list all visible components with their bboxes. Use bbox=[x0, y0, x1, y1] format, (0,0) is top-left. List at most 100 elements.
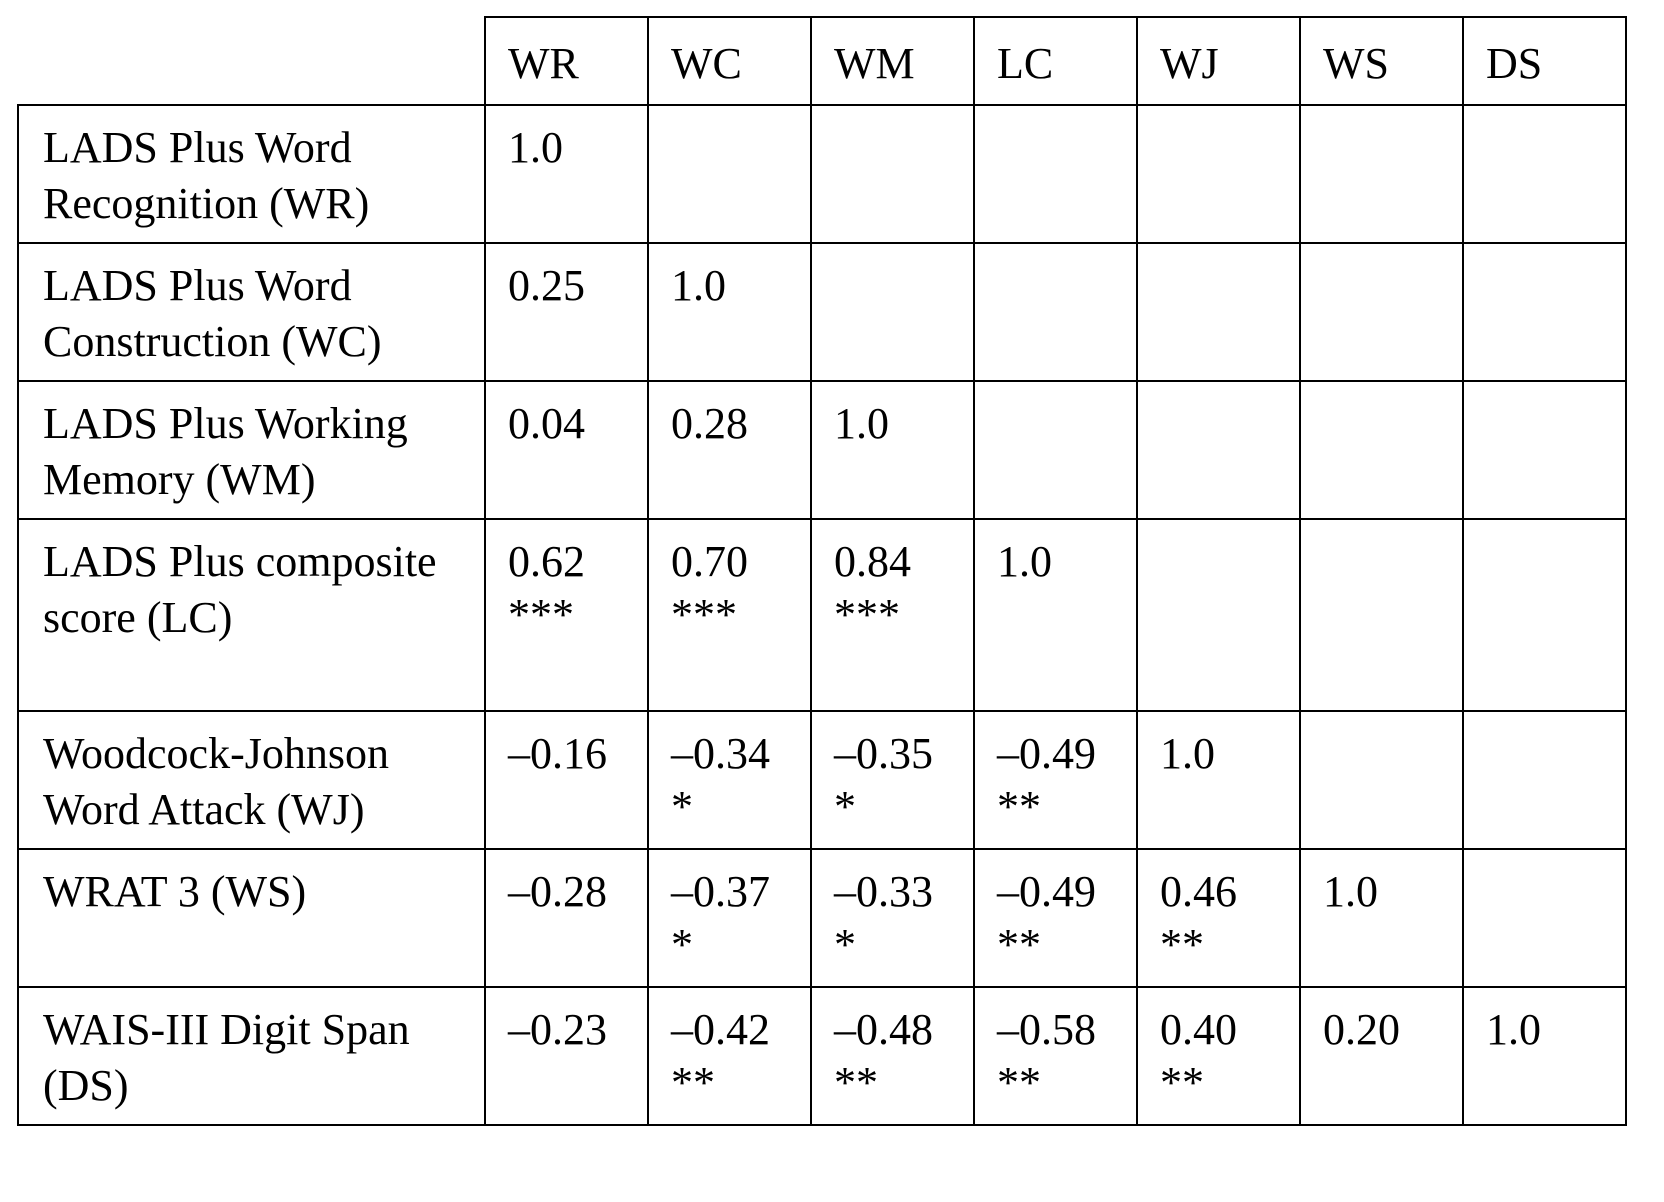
table-cell: –0.49 ** bbox=[973, 848, 1138, 988]
table-cell: –0.23 bbox=[484, 986, 649, 1126]
correlation-table: WR WC WM LC WJ WS DS LADS Plus Word Reco… bbox=[17, 16, 1627, 1126]
table-cell: –0.49 ** bbox=[973, 710, 1138, 850]
table-cell: 0.20 bbox=[1299, 986, 1464, 1126]
header-row: WR WC WM LC WJ WS DS bbox=[18, 16, 1627, 106]
table-cell: 0.28 bbox=[647, 380, 812, 520]
table-row: LADS Plus Word Recognition (WR) 1.0 bbox=[17, 104, 1627, 244]
table-cell bbox=[1299, 710, 1464, 850]
correlation-value: –0.49 bbox=[997, 729, 1096, 778]
table-cell bbox=[647, 104, 812, 244]
correlation-value: 0.25 bbox=[508, 261, 585, 310]
table-cell bbox=[1299, 104, 1464, 244]
table-cell: 0.46 ** bbox=[1136, 848, 1301, 988]
correlation-value: –0.49 bbox=[997, 867, 1096, 916]
table-cell: 1.0 bbox=[810, 380, 975, 520]
significance-marker: ** bbox=[997, 920, 1041, 969]
correlation-value: 0.84 bbox=[834, 537, 911, 586]
column-header: WM bbox=[810, 16, 975, 106]
correlation-value: –0.48 bbox=[834, 1005, 933, 1054]
table-cell: 0.25 bbox=[484, 242, 649, 382]
table-cell: 0.40 ** bbox=[1136, 986, 1301, 1126]
table-cell: 0.84 *** bbox=[810, 518, 975, 712]
table-cell bbox=[810, 242, 975, 382]
significance-marker: *** bbox=[508, 590, 574, 639]
correlation-value: –0.28 bbox=[508, 867, 607, 916]
correlation-value: –0.33 bbox=[834, 867, 933, 916]
table-cell: 0.04 bbox=[484, 380, 649, 520]
table-cell bbox=[1299, 518, 1464, 712]
table-row: LADS Plus composite score (LC) 0.62 *** 0.7… bbox=[17, 518, 1627, 712]
correlation-value: –0.42 bbox=[671, 1005, 770, 1054]
significance-marker: * bbox=[834, 920, 856, 969]
column-header: WS bbox=[1299, 16, 1464, 106]
correlation-value: 0.28 bbox=[671, 399, 748, 448]
table-cell: 1.0 bbox=[484, 104, 649, 244]
table-cell: –0.42 ** bbox=[647, 986, 812, 1126]
correlation-value: 0.04 bbox=[508, 399, 585, 448]
table-cell: 0.70 *** bbox=[647, 518, 812, 712]
significance-marker: * bbox=[834, 782, 856, 831]
table-body: WR WC WM LC WJ WS DS LADS Plus Word Reco… bbox=[17, 16, 1627, 1126]
table-cell: –0.16 bbox=[484, 710, 649, 850]
table-row: LADS Plus Working Memory (WM) 0.04 0.28 1.0 bbox=[17, 380, 1627, 520]
correlation-value: –0.58 bbox=[997, 1005, 1096, 1054]
significance-marker: ** bbox=[834, 1058, 878, 1107]
correlation-value: 0.70 bbox=[671, 537, 748, 586]
significance-marker: *** bbox=[834, 590, 900, 639]
table-cell: –0.35 * bbox=[810, 710, 975, 850]
column-header: WC bbox=[647, 16, 812, 106]
significance-marker: ** bbox=[997, 1058, 1041, 1107]
correlation-value: –0.35 bbox=[834, 729, 933, 778]
correlation-value: 0.46 bbox=[1160, 867, 1237, 916]
row-label: LADS Plus Word Recognition (WR) bbox=[17, 104, 486, 244]
table-cell bbox=[1299, 242, 1464, 382]
table-cell bbox=[973, 104, 1138, 244]
correlation-value: 1.0 bbox=[997, 537, 1052, 586]
table-row: WAIS-III Digit Span (DS) –0.23 –0.42 ** –0.4… bbox=[17, 986, 1627, 1126]
table-cell bbox=[1462, 710, 1627, 850]
correlation-value: 1.0 bbox=[508, 123, 563, 172]
corner-cell bbox=[18, 17, 486, 106]
table-cell: –0.48 ** bbox=[810, 986, 975, 1126]
column-header: WR bbox=[484, 16, 649, 106]
correlation-value: 0.20 bbox=[1323, 1005, 1400, 1054]
table-cell bbox=[1299, 380, 1464, 520]
significance-marker: * bbox=[671, 782, 693, 831]
significance-marker: ** bbox=[1160, 1058, 1204, 1107]
significance-marker: ** bbox=[671, 1058, 715, 1107]
column-header: DS bbox=[1462, 16, 1627, 106]
table-cell bbox=[810, 104, 975, 244]
table-cell: 1.0 bbox=[1136, 710, 1301, 850]
table-cell: –0.33 * bbox=[810, 848, 975, 988]
table-cell bbox=[1462, 380, 1627, 520]
significance-marker: * bbox=[671, 920, 693, 969]
correlation-value: 1.0 bbox=[1160, 729, 1215, 778]
significance-marker: ** bbox=[997, 782, 1041, 831]
correlation-value: 0.40 bbox=[1160, 1005, 1237, 1054]
correlation-value: 1.0 bbox=[1486, 1005, 1541, 1054]
table-row: LADS Plus Word Construction (WC) 0.25 1.0 bbox=[17, 242, 1627, 382]
correlation-value: –0.34 bbox=[671, 729, 770, 778]
correlation-value: 1.0 bbox=[1323, 867, 1378, 916]
significance-marker: ** bbox=[1160, 920, 1204, 969]
correlation-value: 1.0 bbox=[671, 261, 726, 310]
row-label: WRAT 3 (WS) bbox=[17, 848, 486, 988]
row-label: Woodcock-Johnson Word Attack (WJ) bbox=[17, 710, 486, 850]
table-cell: 1.0 bbox=[973, 518, 1138, 712]
table-cell bbox=[1462, 242, 1627, 382]
table-row: WRAT 3 (WS) –0.28 –0.37 * –0.33 * –0.49 ** 0.46 *… bbox=[17, 848, 1627, 988]
table-cell bbox=[1136, 380, 1301, 520]
table-cell: –0.58 ** bbox=[973, 986, 1138, 1126]
table-cell bbox=[1136, 242, 1301, 382]
significance-marker: *** bbox=[671, 590, 737, 639]
column-header: LC bbox=[973, 16, 1138, 106]
table-cell bbox=[1136, 104, 1301, 244]
correlation-value: 1.0 bbox=[834, 399, 889, 448]
correlation-value: –0.23 bbox=[508, 1005, 607, 1054]
table-cell: 1.0 bbox=[1462, 986, 1627, 1126]
table-cell bbox=[1462, 518, 1627, 712]
row-label: LADS Plus composite score (LC) bbox=[17, 518, 486, 712]
correlation-value: –0.16 bbox=[508, 729, 607, 778]
table-cell: 0.62 *** bbox=[484, 518, 649, 712]
table-cell bbox=[1136, 518, 1301, 712]
